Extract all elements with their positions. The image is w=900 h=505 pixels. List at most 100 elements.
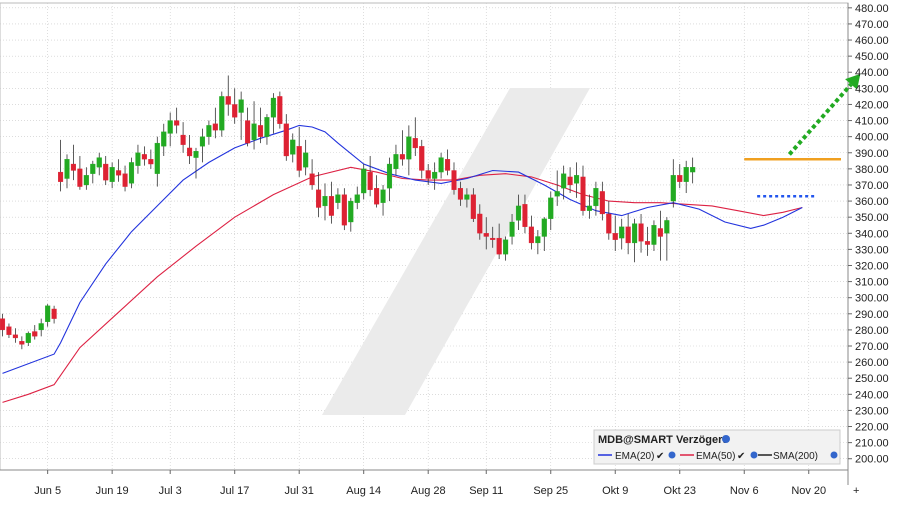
y-tick-label: 400.00 <box>855 132 889 144</box>
x-tick-label: Aug 28 <box>411 485 446 497</box>
candle-body <box>541 218 547 237</box>
x-tick-label: Jun 5 <box>34 485 61 497</box>
y-tick-label: 350.00 <box>855 212 889 224</box>
candle-body <box>625 226 631 244</box>
candle-body <box>548 197 554 219</box>
candle-body <box>664 220 670 234</box>
y-tick-label: 330.00 <box>855 244 889 256</box>
candle-body <box>457 188 463 200</box>
settings-icon[interactable] <box>830 451 838 459</box>
candle-body <box>141 154 147 160</box>
candle-body <box>122 173 128 187</box>
candle-body <box>161 131 167 147</box>
candle-body <box>109 167 115 182</box>
candle-body <box>670 175 676 202</box>
candle-body <box>212 123 218 131</box>
candle-body <box>386 163 393 189</box>
candle-body <box>464 194 470 200</box>
candle-body <box>25 332 31 343</box>
settings-icon[interactable] <box>750 451 758 459</box>
candle-body <box>580 176 586 211</box>
candle-body <box>567 176 573 186</box>
y-tick-label: 230.00 <box>855 405 889 417</box>
candle-body <box>167 120 173 134</box>
y-tick-label: 480.00 <box>855 3 889 15</box>
y-tick-label: 210.00 <box>855 438 889 450</box>
y-tick-label: 470.00 <box>855 19 889 31</box>
candle-body <box>264 117 270 137</box>
candle-body <box>612 233 618 240</box>
candle-body <box>599 191 605 215</box>
candle-body <box>328 196 334 216</box>
candle-body <box>303 152 309 168</box>
candle-body <box>315 189 322 208</box>
watermark-logo <box>322 88 590 415</box>
candle-body <box>199 136 206 147</box>
settings-icon[interactable] <box>668 451 676 459</box>
legend-ema20: EMA(20) <box>615 451 654 462</box>
candle-body <box>419 146 425 171</box>
y-tick-label: 300.00 <box>855 293 889 305</box>
check-icon[interactable]: ✔ <box>656 451 664 462</box>
candle-body <box>644 241 651 245</box>
candle-body <box>174 120 180 126</box>
candle-body <box>690 167 696 173</box>
x-tick-label: Nov 6 <box>730 485 759 497</box>
y-tick-label: 410.00 <box>855 116 889 128</box>
y-tick-label: 310.00 <box>855 277 889 289</box>
candle-body <box>509 221 515 237</box>
candle-body <box>677 175 683 182</box>
y-axis: 480.00 470.00 460.00 450.00 440.00 430.00 420.… <box>848 3 889 466</box>
candle-body <box>490 237 496 240</box>
candle-body <box>38 323 44 331</box>
candle-body <box>335 194 341 203</box>
y-tick-label: 280.00 <box>855 325 889 337</box>
candle-body <box>496 237 502 255</box>
legend-panel: MDB@SMART Verzögert EMA(20) ✔ EMA(50) ✔ … <box>593 429 841 465</box>
y-tick-label: 200.00 <box>855 454 889 466</box>
candle-body <box>45 305 51 322</box>
legend-sma200: SMA(200) <box>773 451 818 462</box>
y-tick-label: 460.00 <box>855 35 889 47</box>
candle-body <box>341 194 347 226</box>
y-tick-label: 420.00 <box>855 99 889 111</box>
x-tick-label: Jul 17 <box>220 485 249 497</box>
candle-body <box>651 225 657 245</box>
candle-body <box>515 205 522 221</box>
candle-body <box>354 194 360 203</box>
candle-body <box>238 99 244 113</box>
x-tick-label: Jul 3 <box>159 485 182 497</box>
candle-body <box>528 226 534 244</box>
candle-body <box>657 228 663 237</box>
candle-body <box>503 239 509 255</box>
candle-body <box>83 175 89 186</box>
y-tick-label: 290.00 <box>855 309 889 321</box>
x-tick-label: Okt 9 <box>602 485 628 497</box>
candle-body <box>12 334 18 339</box>
candle-body <box>219 96 225 131</box>
candle-body <box>206 125 212 137</box>
settings-icon[interactable] <box>722 435 730 443</box>
candle-body <box>535 236 541 244</box>
candle-body <box>309 173 315 186</box>
candle-body <box>561 173 567 189</box>
candle-body <box>103 163 109 181</box>
y-tick-label: 320.00 <box>855 260 889 272</box>
trend-arrow-head <box>845 73 861 90</box>
candle-body <box>193 151 199 158</box>
candle-body <box>245 120 251 144</box>
trend-arrow-shaft <box>787 83 853 156</box>
candle-body <box>399 154 405 160</box>
candle-body <box>380 189 386 203</box>
candle-body <box>148 159 154 165</box>
candle-body <box>470 194 476 219</box>
check-icon[interactable]: ✔ <box>737 451 745 462</box>
legend-ema50: EMA(50) <box>696 451 735 462</box>
candle-body <box>406 136 412 160</box>
candle-body <box>483 233 489 237</box>
candle-body <box>638 223 644 242</box>
y-tick-label: 260.00 <box>855 357 889 369</box>
candle-body <box>96 157 102 168</box>
